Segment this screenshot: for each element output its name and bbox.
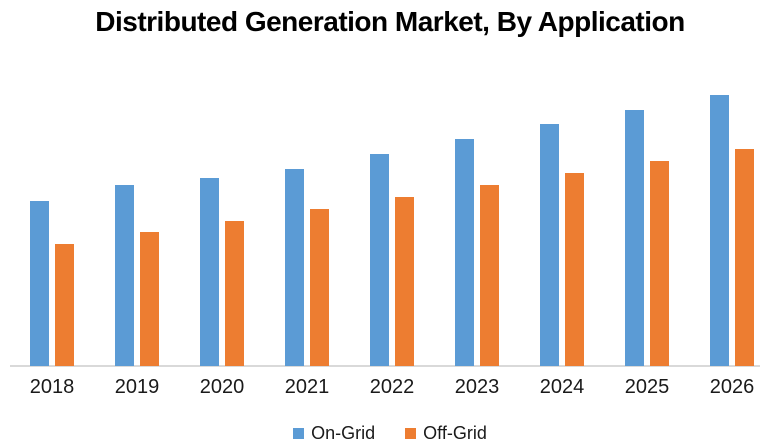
x-tick-label-2023: 2023 <box>454 376 500 398</box>
x-tick-label-2021: 2021 <box>284 376 330 398</box>
bar-on-grid-2021 <box>285 169 304 366</box>
bar-on-grid-2024 <box>540 124 559 366</box>
bar-off-grid-2024 <box>565 173 584 366</box>
legend-item-off-grid: Off-Grid <box>405 420 487 440</box>
x-tick-label-2019: 2019 <box>114 376 160 398</box>
bar-on-grid-2020 <box>200 178 219 366</box>
x-tick-label-2018: 2018 <box>29 376 75 398</box>
bar-off-grid-2026 <box>735 149 754 366</box>
bar-on-grid-2018 <box>30 201 49 366</box>
legend-swatch-off-grid <box>405 427 417 439</box>
legend-swatch-on-grid <box>293 427 305 439</box>
bar-off-grid-2019 <box>140 232 159 366</box>
legend-label: On-Grid <box>311 423 376 440</box>
bar-off-grid-2018 <box>55 244 74 366</box>
bar-on-grid-2023 <box>455 139 474 366</box>
bar-off-grid-2020 <box>225 221 244 366</box>
bar-on-grid-2019 <box>115 185 134 366</box>
x-tick-label-2026: 2026 <box>709 376 755 398</box>
x-tick-label-2024: 2024 <box>539 376 585 398</box>
x-tick-label-2022: 2022 <box>369 376 415 398</box>
bar-off-grid-2021 <box>310 209 329 366</box>
bar-on-grid-2022 <box>370 154 389 366</box>
bar-off-grid-2025 <box>650 161 669 366</box>
bar-off-grid-2022 <box>395 197 414 366</box>
legend-item-on-grid: On-Grid <box>293 420 375 440</box>
x-tick-label-2020: 2020 <box>199 376 245 398</box>
x-axis-line <box>10 365 760 367</box>
bar-on-grid-2026 <box>710 95 729 366</box>
chart-title: Distributed Generation Market, By Applic… <box>95 6 685 37</box>
bar-on-grid-2025 <box>625 110 644 366</box>
x-tick-label-2025: 2025 <box>624 376 670 398</box>
bar-off-grid-2023 <box>480 185 499 366</box>
legend-label: Off-Grid <box>423 423 487 440</box>
legend: On-Grid Off-Grid <box>0 420 780 440</box>
